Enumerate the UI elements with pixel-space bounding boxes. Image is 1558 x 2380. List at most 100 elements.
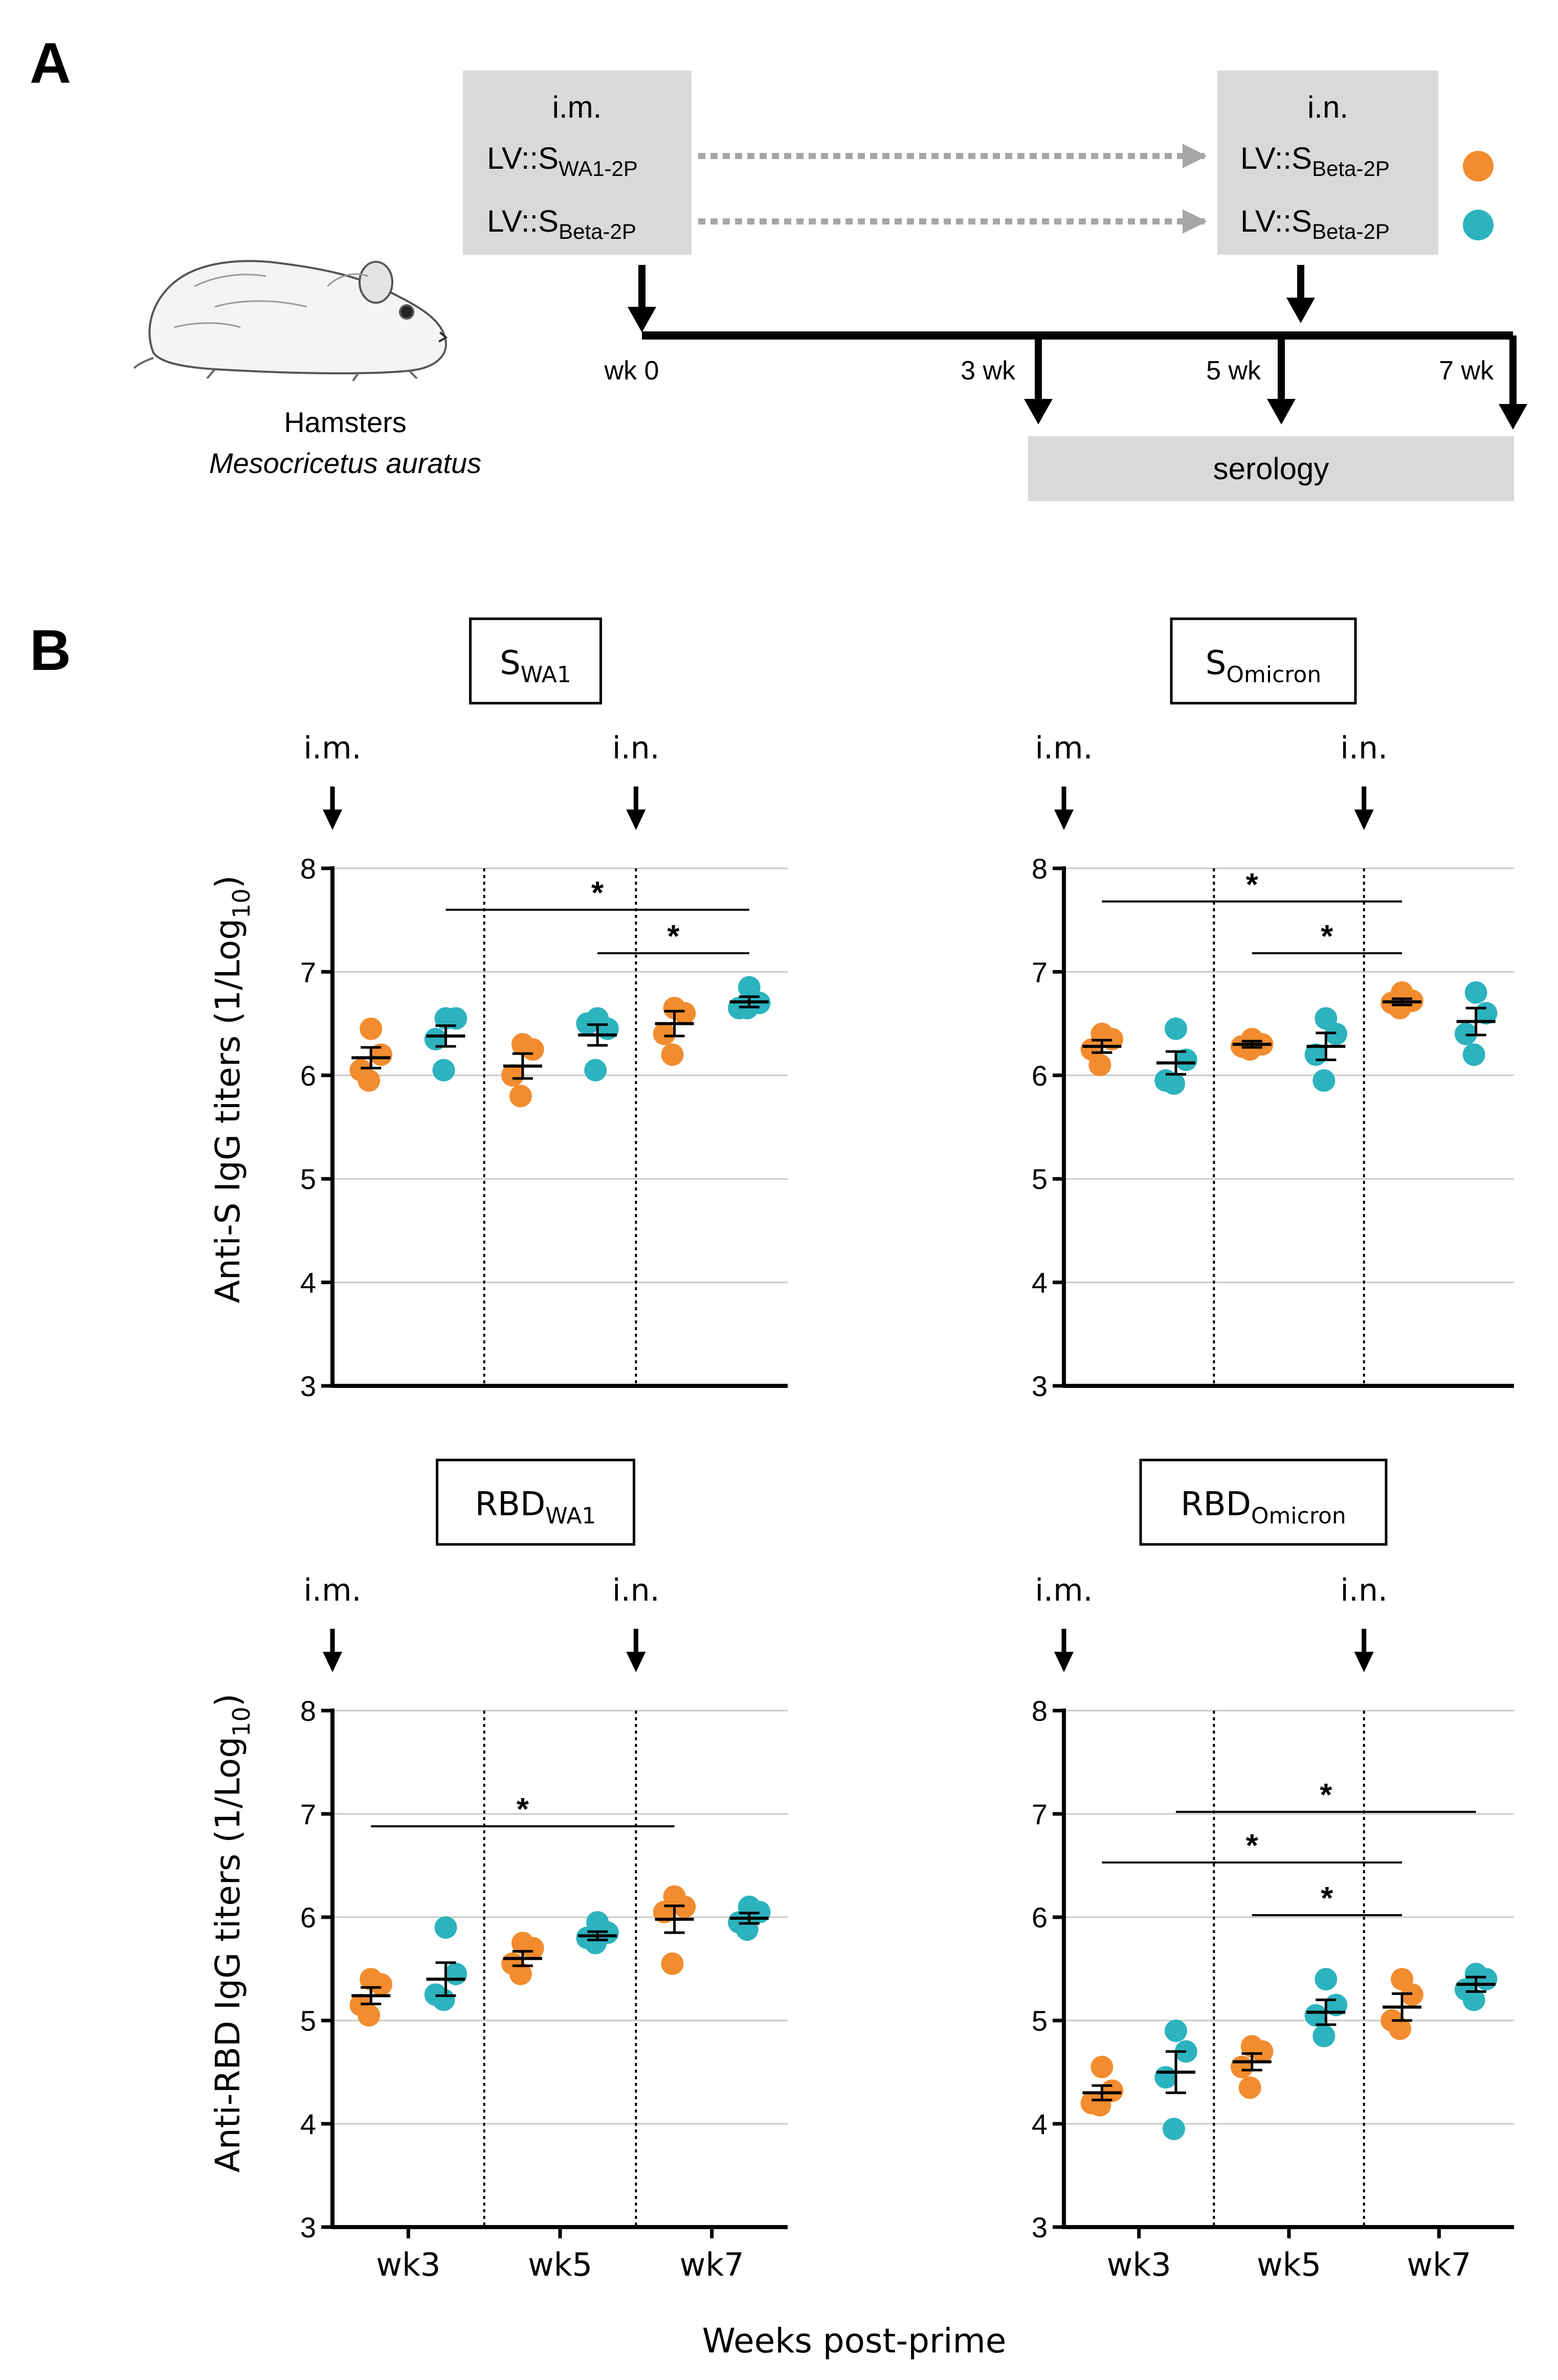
species-common-name: Hamsters (284, 406, 407, 438)
chart-title: SWA1 (500, 644, 571, 688)
y-tick-label: 7 (300, 956, 316, 988)
data-point (424, 1027, 447, 1050)
chart-title: SOmicron (1206, 644, 1321, 688)
chart-rbd-omicron: RBDOmicron i.m. i.n. 3 4 5 6 7 8 wk3 wk5 wk7 * * * (1032, 1458, 1514, 2283)
chart-title-box: SWA1 (469, 617, 602, 705)
bleed-arrow-5wk-icon (1267, 399, 1296, 424)
data-point (661, 1952, 684, 1975)
x-tick-label: wk3 (1107, 2246, 1171, 2283)
x-tick-label: wk5 (528, 2246, 592, 2283)
down-arrow-icon (626, 810, 646, 830)
chart-s-omicron: SOmicron i.m. i.n. 3 4 5 6 7 8 * * (1032, 617, 1514, 1402)
y-tick-label: 4 (1032, 2108, 1048, 2140)
prime-arrow-icon (628, 307, 656, 332)
data-point (1164, 2019, 1187, 2042)
data-point (736, 1918, 759, 1941)
title-frame (1170, 617, 1357, 705)
data-point (1312, 1069, 1336, 1092)
data-point (584, 1932, 607, 1955)
data-point (444, 1007, 468, 1030)
y-tick-label: 6 (300, 1060, 316, 1092)
y-tick-label: 5 (300, 1163, 316, 1195)
significance-star: * (1246, 867, 1259, 903)
chart-rbd-wa1: RBDWA1 i.m. i.n. 3 4 5 6 7 8 wk3 wk5 wk7 * (300, 1458, 788, 2283)
y-tick-label: 6 (300, 1901, 316, 1934)
data-point (1162, 1072, 1185, 1095)
data-point (1174, 1048, 1197, 1071)
data-point (360, 1017, 383, 1040)
boost-box-bg (1217, 71, 1438, 255)
down-arrow-icon (323, 810, 342, 830)
y-tick-label: 8 (1032, 1695, 1048, 1727)
y-tick-label: 4 (300, 2108, 316, 2140)
boost-route-label: i.n. (1340, 1573, 1388, 1608)
data-point (501, 1064, 524, 1087)
boost-route-label: i.n. (612, 1573, 660, 1608)
data-point (358, 1069, 381, 1092)
data-point (1304, 2004, 1327, 2027)
data-point (370, 1973, 393, 1996)
title-frame (436, 1458, 635, 1546)
y-tick-label: 3 (1032, 1370, 1048, 1402)
boost-route-label: i.n. (612, 730, 660, 766)
species-latin-name: Mesocricetus auratus (209, 447, 481, 479)
data-point (509, 1085, 532, 1108)
panel-a-label: A (30, 31, 71, 95)
down-arrow-icon (1354, 810, 1374, 830)
y-tick-label: 6 (1032, 1901, 1048, 1934)
data-point (1162, 2118, 1185, 2141)
data-point (596, 1017, 619, 1040)
x-tick-label: wk7 (1407, 2246, 1471, 2283)
data-point (1238, 2076, 1261, 2099)
title-frame (469, 617, 602, 705)
significance-star: * (1320, 1778, 1332, 1813)
timeline-label-wk0: wk 0 (604, 356, 659, 386)
data-point (1088, 2094, 1111, 2117)
y-axis-title-anti-rbd: Anti-RBD IgG titers (1/Log10) (208, 1694, 255, 2173)
data-point (1088, 1053, 1111, 1076)
data-point (434, 1916, 457, 1939)
y-tick-label: 6 (1032, 1060, 1048, 1092)
y-tick-label: 7 (1032, 956, 1048, 988)
down-arrow-icon (1054, 810, 1074, 830)
x-tick-label: wk3 (376, 2246, 440, 2283)
down-arrow-icon (323, 1652, 342, 1672)
prime-route-label: i.m. (1035, 730, 1093, 766)
data-point (1389, 997, 1412, 1020)
chart-title-box: RBDWA1 (436, 1458, 635, 1546)
title-frame (1139, 1458, 1388, 1546)
bleed-arrow-7wk-icon (1499, 404, 1527, 430)
y-tick-label: 5 (300, 2005, 316, 2037)
timeline-label-7wk: 7 wk (1439, 356, 1494, 386)
y-tick-label: 4 (300, 1267, 316, 1299)
boost-vaccine-box: i.n. LV::SBeta-2P LV::SBeta-2P (1217, 71, 1438, 255)
boost-construct-2: LV::SBeta-2P (1240, 204, 1390, 243)
y-tick-label: 3 (1032, 2211, 1048, 2243)
y-tick-label: 7 (1032, 1798, 1048, 1830)
y-tick-label: 8 (1032, 852, 1048, 885)
prime-route-label: i.m. (552, 90, 602, 124)
chart-title: RBDWA1 (475, 1486, 596, 1529)
boost-construct-1: LV::SBeta-2P (1240, 141, 1390, 181)
y-tick-label: 3 (300, 2211, 316, 2243)
data-point (358, 2004, 381, 2027)
y-axis-title-anti-s: Anti-S IgG titers (1/Log10) (208, 875, 255, 1304)
timeline: wk 0 3 wk 5 wk 7 wk serology (604, 265, 1527, 501)
data-point (673, 1002, 696, 1025)
data-point (444, 1963, 468, 1986)
prime-route-label: i.m. (303, 730, 361, 766)
group1-legend-dot (1463, 151, 1494, 182)
boost-route-label: i.n. (1340, 730, 1388, 766)
data-point (1462, 1043, 1485, 1066)
data-point (1251, 2040, 1274, 2063)
data-point (521, 1038, 544, 1061)
x-tick-label: wk7 (680, 2246, 744, 2283)
significance-star: * (1321, 919, 1333, 954)
down-arrow-icon (1354, 1652, 1374, 1672)
panel-b-label: B (30, 618, 71, 682)
data-point (432, 1059, 455, 1082)
chart-title: RBDOmicron (1181, 1486, 1346, 1529)
chart-title-box: RBDOmicron (1139, 1458, 1388, 1546)
y-tick-label: 8 (300, 1695, 316, 1727)
hamster-illustration (133, 260, 448, 382)
